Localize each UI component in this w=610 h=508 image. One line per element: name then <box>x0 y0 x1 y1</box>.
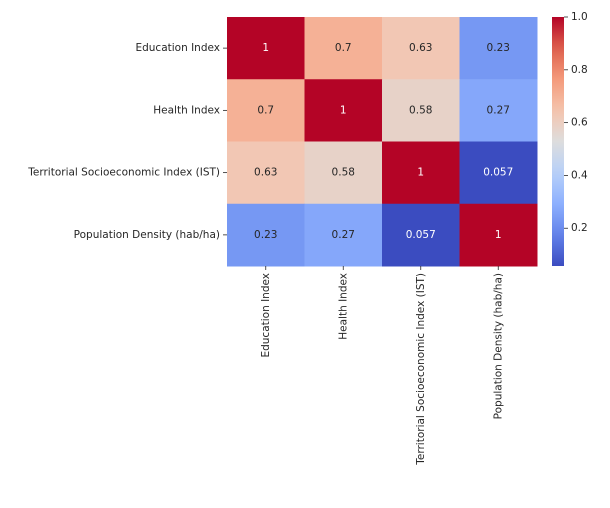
cell-value-r3-c1: 0.27 <box>332 229 355 241</box>
heatmap-cell-r2-c2 <box>382 141 460 205</box>
colorbar-tick-label-3: 0.8 <box>571 64 588 76</box>
colorbar-gradient <box>552 17 564 266</box>
x-tick-label-2: Territorial Socioeconomic Index (IST) <box>415 273 427 466</box>
heatmap-cell-r3-c1 <box>304 203 383 267</box>
heatmap-cell-r3-c2 <box>382 203 460 267</box>
cell-value-r0-c2: 0.63 <box>409 42 432 54</box>
heatmap-cells <box>227 17 538 267</box>
heatmap-cell-r3-c0 <box>227 203 305 267</box>
y-axis-ticks: Education Index Health Index Territorial S… <box>27 42 227 241</box>
heatmap-cell-r0-c0 <box>227 17 305 80</box>
heatmap-cell-r0-c3 <box>459 17 538 80</box>
heatmap-cell-r2-c0 <box>227 141 305 205</box>
colorbar-tick-label-1: 0.4 <box>571 169 588 181</box>
y-tick-label-1: Health Index <box>153 104 220 116</box>
cell-value-r2-c0: 0.63 <box>254 167 277 179</box>
colorbar: 0.2 0.4 0.6 0.8 1.0 <box>552 11 588 266</box>
colorbar-tick-label-0: 0.2 <box>571 222 588 234</box>
cell-value-r0-c3: 0.23 <box>487 42 510 54</box>
y-tick-label-3: Population Density (hab/ha) <box>74 229 220 241</box>
x-tick-label-1: Health Index <box>337 273 349 340</box>
heatmap-cell-r1-c0 <box>227 79 305 142</box>
colorbar-tick-label-4: 1.0 <box>571 11 588 23</box>
heatmap-cell-r1-c2 <box>382 79 460 142</box>
heatmap-cell-r3-c3 <box>459 203 538 267</box>
cell-value-r3-c3: 1 <box>495 229 502 241</box>
cell-value-r1-c2: 0.58 <box>409 104 432 116</box>
x-tick-label-3: Population Density (hab/ha) <box>492 273 504 419</box>
heatmap-cell-r0-c2 <box>382 17 460 80</box>
heatmap-cell-r2-c3 <box>459 141 538 205</box>
cell-value-r2-c3: 0.057 <box>483 167 513 179</box>
cell-value-r1-c0: 0.7 <box>257 104 274 116</box>
heatmap-cell-r1-c1 <box>304 79 383 142</box>
cell-value-r2-c1: 0.58 <box>332 167 355 179</box>
heatmap-cell-labels: 1 0.7 0.63 0.23 0.7 1 0.58 0.27 0.63 0.58 1 0.057 0.… <box>254 42 513 241</box>
heatmap-cell-r0-c1 <box>304 17 383 80</box>
cell-value-r0-c0: 1 <box>262 42 269 54</box>
cell-value-r1-c3: 0.27 <box>487 104 510 116</box>
x-tick-label-0: Education Index <box>260 273 272 358</box>
colorbar-tick-label-2: 0.6 <box>571 117 588 129</box>
cell-value-r3-c0: 0.23 <box>254 229 277 241</box>
cell-value-r0-c1: 0.7 <box>335 42 352 54</box>
cell-value-r2-c2: 1 <box>417 167 424 179</box>
heatmap-cell-r2-c1 <box>304 141 383 205</box>
cell-value-r1-c1: 1 <box>340 104 347 116</box>
y-tick-label-2: Territorial Socioeconomic Index (IST) <box>27 167 220 179</box>
y-tick-label-0: Education Index <box>135 42 220 54</box>
heatmap-cell-r1-c3 <box>459 79 538 142</box>
x-axis-ticks: Education Index Health Index Territorial S… <box>260 266 504 466</box>
cell-value-r3-c2: 0.057 <box>406 229 436 241</box>
